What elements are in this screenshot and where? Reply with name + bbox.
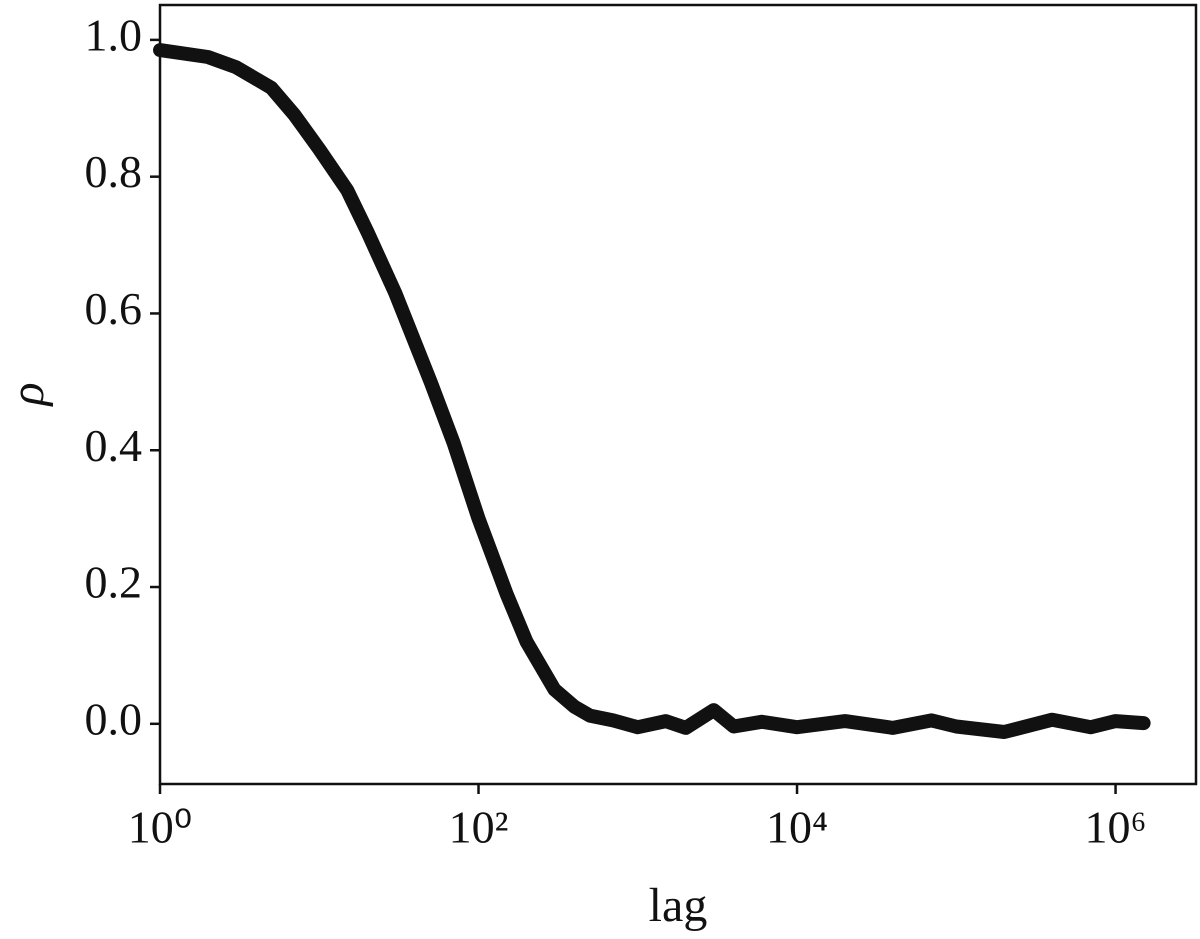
y-tick-label: 0.0	[85, 693, 143, 744]
x-axis-label: lag	[649, 879, 708, 932]
data-line	[153, 43, 1151, 739]
x-tick-label: 10⁴	[766, 802, 828, 853]
y-tick-label: 0.2	[85, 557, 143, 608]
y-tick-label: 0.8	[85, 146, 143, 197]
y-tick-label: 1.0	[85, 9, 143, 60]
x-tick-label: 10²	[449, 802, 509, 853]
x-tick-label: 10⁶	[1085, 802, 1147, 853]
plot-frame	[158, 3, 1198, 786]
y-axis-label: ρ	[1, 382, 54, 407]
y-tick-label: 0.6	[85, 283, 143, 334]
y-tick-label: 0.4	[85, 420, 143, 471]
x-tick-label: 10⁰	[128, 802, 192, 853]
